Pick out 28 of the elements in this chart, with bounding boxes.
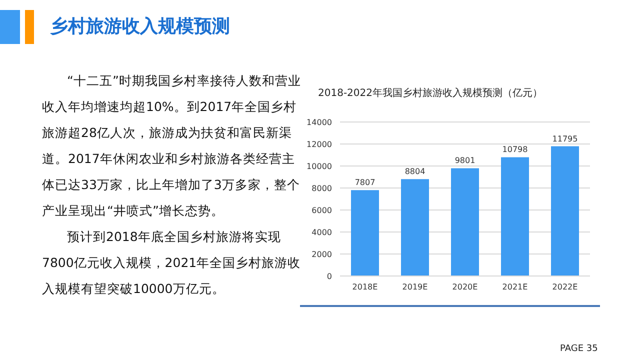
y-tick-label: 8000 xyxy=(312,184,332,193)
bar xyxy=(451,168,479,276)
data-label: 10798 xyxy=(502,145,528,154)
text: 预计到2018年底全国乡村旅游将实现7800亿元收入规模，2021年全国乡村旅游收入规模有望突破10000万亿元。 xyxy=(42,228,302,298)
x-tick-label: 2020E xyxy=(452,282,478,292)
x-tick-label: 2022E xyxy=(552,282,578,292)
text: “十二五”时期我国乡村率接待人数和营业收入年均增速均超10%。到2017年全国乡村旅游超28亿人次，旅游成为扶贫和富民新渠道。2017年休闲农业和乡村旅游各类经营主体已达33万家，比上年增加了3万多家，整个产业呈现出“井喷式”增长态势。 xyxy=(42,72,302,220)
y-tick-label: 4000 xyxy=(312,228,332,237)
data-label: 9801 xyxy=(454,156,476,166)
data-label: 7807 xyxy=(354,178,376,188)
data-label: 11795 xyxy=(552,134,578,144)
x-tick-label: 2021E xyxy=(502,282,528,292)
y-tick-label: 0 xyxy=(326,272,332,281)
text: 乡村旅游收入规模预测 xyxy=(50,15,230,38)
y-tick-label: 14000 xyxy=(306,118,332,127)
bar xyxy=(501,157,529,276)
y-tick-label: 10000 xyxy=(306,162,332,171)
bar xyxy=(551,146,579,276)
text: PAGE 35 xyxy=(560,344,598,354)
y-tick-label: 2000 xyxy=(312,250,332,259)
chart-subtitle: 2018-2022年我国乡村旅游收入规模预测（亿元） xyxy=(318,86,543,100)
x-tick-label: 2019E xyxy=(402,282,428,292)
data-label: 8804 xyxy=(404,167,426,176)
y-tick-label: 12000 xyxy=(306,140,332,149)
x-tick-label: 2018E xyxy=(352,282,378,292)
bar xyxy=(351,190,379,276)
y-tick-label: 6000 xyxy=(312,206,332,215)
bar xyxy=(401,179,429,276)
